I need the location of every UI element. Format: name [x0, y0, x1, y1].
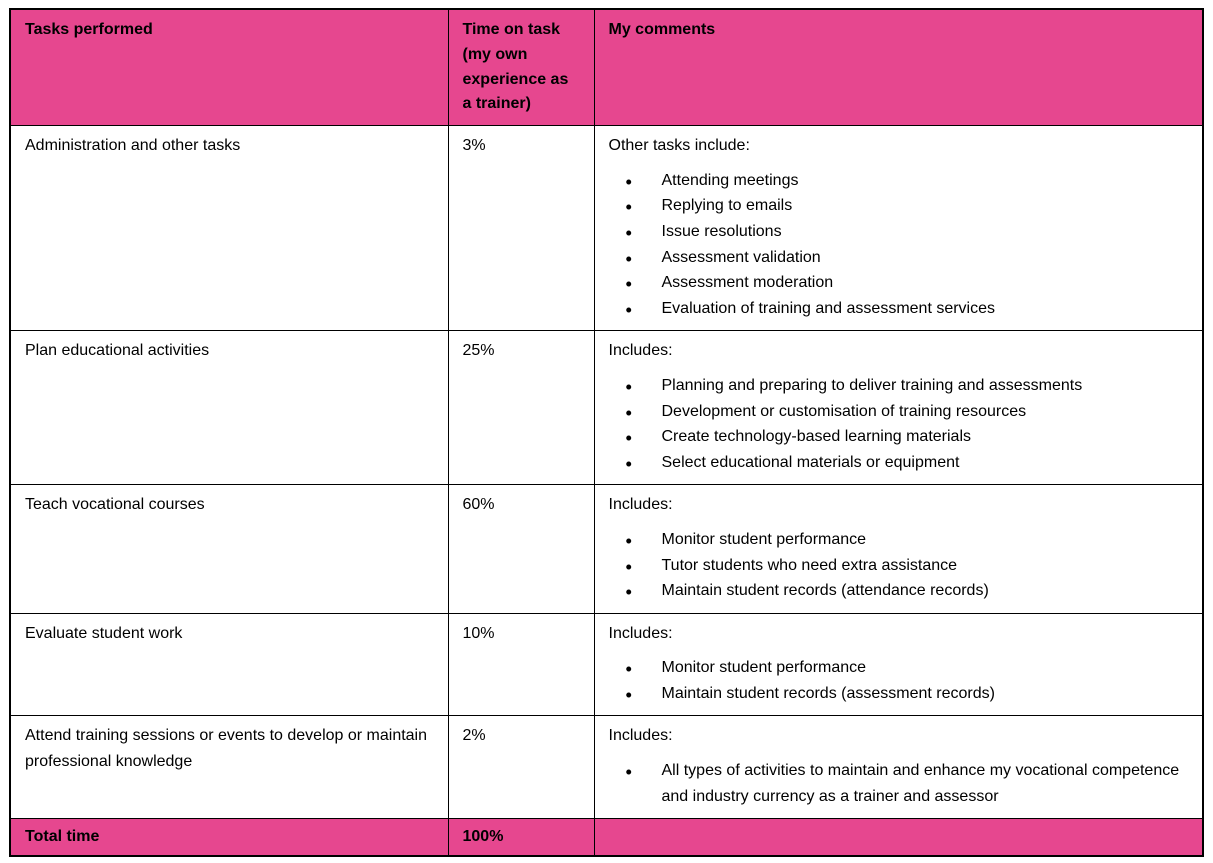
total-comments [593, 818, 1204, 857]
header-time-on-task: Time on task (my own experience as a tra… [447, 8, 595, 127]
comments-cell: Includes: Monitor student performanceTut… [593, 484, 1204, 614]
comments-bullet-list: Attending meetingsReplying to emailsIssu… [609, 167, 1189, 324]
comments-bullet-list: Monitor student performanceTutor student… [609, 526, 1189, 606]
comments-intro: Includes: [608, 624, 673, 642]
comments-intro: Includes: [608, 342, 673, 360]
comments-cell: Includes: Planning and preparing to deli… [593, 330, 1204, 486]
comment-bullet: Attending meetings [609, 167, 1189, 196]
comments-bullet-list: Monitor student performanceMaintain stud… [609, 654, 1189, 709]
time-cell: 25% [447, 330, 595, 486]
task-cell: Plan educational activities [9, 330, 449, 486]
comment-bullet: Monitor student performance [609, 526, 1189, 555]
time-cell: 60% [447, 484, 595, 614]
comment-bullet: Assessment moderation [609, 269, 1189, 298]
comment-bullet: Create technology-based learning materia… [609, 423, 1189, 452]
comments-cell: Includes: All types of activities to mai… [593, 715, 1204, 820]
table-row: Administration and other tasks 3% Other … [9, 125, 1204, 332]
comment-bullet: Replying to emails [609, 192, 1189, 221]
table-row: Teach vocational courses 60% Includes: M… [9, 484, 1204, 614]
task-cell: Administration and other tasks [9, 125, 449, 332]
comments-cell: Includes: Monitor student performanceMai… [593, 612, 1204, 717]
header-tasks-performed: Tasks performed [9, 8, 449, 127]
time-cell: 2% [447, 715, 595, 820]
table-row: Plan educational activities 25% Includes… [9, 330, 1204, 486]
time-on-task-table: Tasks performed Time on task (my own exp… [9, 8, 1204, 857]
comments-intro: Includes: [608, 496, 673, 514]
comment-bullet: Tutor students who need extra assistance [609, 552, 1189, 581]
comment-bullet: Planning and preparing to deliver traini… [609, 372, 1189, 401]
table-body: Administration and other tasks 3% Other … [9, 125, 1204, 820]
comments-intro: Other tasks include: [608, 137, 750, 155]
task-cell: Teach vocational courses [9, 484, 449, 614]
table-row: Evaluate student work 10% Includes: Moni… [9, 612, 1204, 717]
comment-bullet: Select educational materials or equipmen… [609, 449, 1189, 478]
table-header: Tasks performed Time on task (my own exp… [9, 8, 1204, 127]
table-footer: Total time 100% [9, 818, 1204, 857]
task-cell: Attend training sessions or events to de… [9, 715, 449, 820]
total-row: Total time 100% [9, 818, 1204, 857]
comments-bullet-list: Planning and preparing to deliver traini… [609, 372, 1189, 478]
header-row: Tasks performed Time on task (my own exp… [9, 8, 1204, 127]
comment-bullet: Evaluation of training and assessment se… [609, 295, 1189, 324]
comment-bullet: Development or customisation of training… [609, 398, 1189, 427]
comment-bullet: Issue resolutions [609, 218, 1189, 247]
time-cell: 3% [447, 125, 595, 332]
comment-bullet: Assessment validation [609, 244, 1189, 273]
header-my-comments: My comments [593, 8, 1204, 127]
comments-intro: Includes: [608, 727, 673, 745]
comment-bullet: Maintain student records (assessment rec… [609, 680, 1189, 709]
total-value: 100% [447, 818, 595, 857]
comment-bullet: Monitor student performance [609, 654, 1189, 683]
comments-cell: Other tasks include: Attending meetingsR… [593, 125, 1204, 332]
comments-bullet-list: All types of activities to maintain and … [609, 757, 1189, 809]
total-label: Total time [9, 818, 449, 857]
time-cell: 10% [447, 612, 595, 717]
comment-bullet: Maintain student records (attendance rec… [609, 577, 1189, 606]
comment-bullet: All types of activities to maintain and … [609, 757, 1189, 809]
table-row: Attend training sessions or events to de… [9, 715, 1204, 820]
task-cell: Evaluate student work [9, 612, 449, 717]
